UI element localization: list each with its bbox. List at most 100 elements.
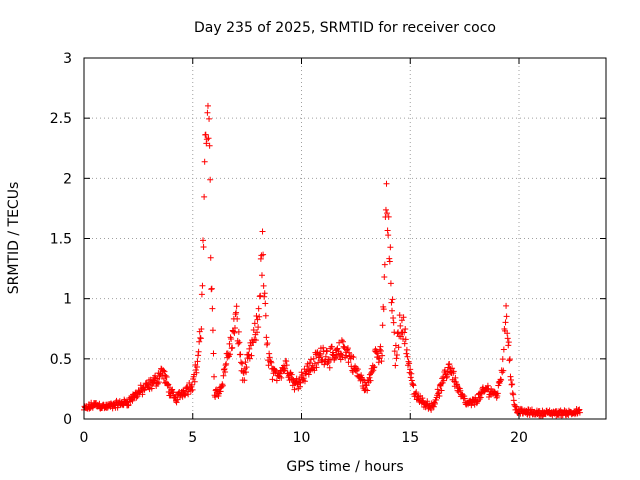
data-point: [401, 329, 408, 336]
data-point: [371, 364, 378, 371]
data-point: [298, 369, 305, 376]
data-point: [510, 397, 517, 404]
data-point: [163, 373, 170, 380]
chart-title: Day 235 of 2025, SRMTID for receiver coc…: [194, 20, 496, 36]
data-point: [206, 142, 213, 149]
data-point: [221, 366, 228, 373]
data-point: [476, 396, 483, 403]
data-point: [241, 377, 248, 384]
data-point: [265, 362, 272, 369]
data-point: [328, 343, 335, 350]
data-point: [379, 322, 386, 329]
data-point: [320, 344, 327, 351]
data-point: [390, 319, 397, 326]
data-point: [282, 365, 289, 372]
data-point: [406, 360, 413, 367]
data-point: [193, 364, 200, 371]
data-point: [170, 389, 177, 396]
data-point: [386, 255, 393, 262]
x-tick-label: 0: [80, 430, 89, 446]
data-point: [198, 291, 205, 298]
data-point: [472, 394, 479, 401]
data-point: [210, 350, 217, 357]
data-point: [193, 369, 200, 376]
data-point: [255, 324, 262, 331]
data-point: [398, 317, 405, 324]
data-point: [173, 399, 180, 406]
data-point: [252, 337, 259, 344]
data-point: [296, 383, 303, 390]
data-point: [381, 274, 388, 281]
data-point: [231, 325, 238, 332]
data-point: [430, 403, 437, 410]
data-point: [264, 340, 271, 347]
data-point: [387, 244, 394, 251]
data-point: [235, 328, 242, 335]
data-point: [509, 381, 516, 388]
data-point: [508, 381, 515, 388]
data-point: [384, 227, 391, 234]
axis-ticks: 0 0.5 1 1.5 2 2.5 3 0 5 10 15 20: [50, 51, 606, 446]
data-point: [407, 374, 414, 381]
y-tick-label: 1.5: [50, 232, 72, 248]
data-point: [344, 345, 351, 352]
x-tick-label: 15: [401, 430, 419, 446]
data-point: [195, 348, 202, 355]
data-point: [403, 350, 410, 357]
data-point: [339, 354, 346, 361]
data-point: [500, 367, 507, 374]
data-point: [316, 353, 323, 360]
data-point: [438, 387, 445, 394]
data-point: [209, 327, 216, 334]
data-point: [507, 373, 514, 380]
data-point: [188, 381, 195, 388]
data-point: [258, 272, 265, 279]
data-point: [366, 374, 373, 381]
data-point: [165, 381, 172, 388]
data-point: [375, 354, 382, 361]
data-point: [452, 374, 459, 381]
data-point: [251, 320, 258, 327]
data-point: [504, 335, 511, 342]
data-point: [382, 206, 389, 213]
data-point: [266, 350, 273, 357]
data-point: [254, 329, 261, 336]
data-point: [380, 306, 387, 313]
data-point: [401, 340, 408, 347]
data-point: [508, 376, 515, 383]
data-point: [428, 406, 435, 413]
data-point: [300, 375, 307, 382]
data-point: [226, 340, 233, 347]
data-point: [343, 352, 350, 359]
data-point: [377, 347, 384, 354]
data-point: [323, 348, 330, 355]
y-tick-label: 0: [63, 412, 72, 428]
y-tick-label: 1: [63, 292, 72, 308]
data-point: [410, 382, 417, 389]
data-point: [217, 388, 224, 395]
data-point: [129, 397, 136, 404]
x-tick-label: 10: [293, 430, 311, 446]
data-point: [345, 359, 352, 366]
data-point: [498, 376, 505, 383]
grid: [84, 58, 606, 419]
data-point: [338, 351, 345, 358]
data-point: [446, 361, 453, 368]
data-point: [266, 354, 273, 361]
data-point: [385, 232, 392, 239]
data-point: [409, 380, 416, 387]
data-point: [237, 351, 244, 358]
data-point: [444, 373, 451, 380]
data-point: [388, 299, 395, 306]
data-point: [339, 338, 346, 345]
data-point: [393, 351, 400, 358]
data-point: [354, 366, 361, 373]
data-point: [478, 389, 485, 396]
srmtid-series: [81, 102, 583, 420]
data-point: [211, 373, 218, 380]
data-point: [400, 314, 407, 321]
data-point: [201, 193, 208, 200]
y-tick-label: 2.5: [50, 111, 72, 127]
data-point: [306, 360, 313, 367]
